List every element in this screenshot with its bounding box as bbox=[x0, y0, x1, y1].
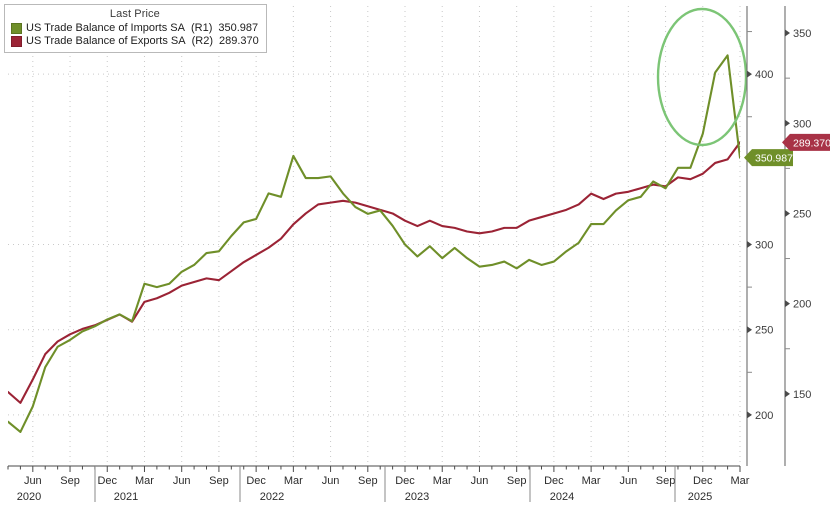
legend-swatch-exports bbox=[11, 36, 22, 47]
series-line-imports bbox=[8, 54, 740, 433]
r2-tick-label: 350 bbox=[793, 28, 811, 40]
legend-value-exports: 289.370 bbox=[218, 35, 259, 47]
r2-tick-label: 200 bbox=[793, 299, 811, 311]
legend-title: Last Price bbox=[109, 8, 160, 20]
x-tick-label: Mar bbox=[284, 475, 303, 487]
spike-highlight-ellipse bbox=[656, 7, 748, 147]
x-year-label: 2025 bbox=[688, 491, 712, 503]
x-tick-label: Dec bbox=[97, 475, 117, 487]
legend-label-exports: US Trade Balance of Exports SA bbox=[26, 35, 186, 47]
r2-tick-label: 150 bbox=[793, 389, 811, 401]
x-tick-label: Jun bbox=[24, 475, 42, 487]
legend-row-imports: US Trade Balance of Imports SA (R1) 350.… bbox=[11, 22, 259, 35]
x-tick-label: Dec bbox=[395, 475, 415, 487]
x-tick-label: Mar bbox=[135, 475, 154, 487]
x-tick-label: Mar bbox=[433, 475, 452, 487]
legend-label-imports: US Trade Balance of Imports SA bbox=[26, 22, 185, 34]
x-tick-label: Sep bbox=[60, 475, 80, 487]
r2-axis-ticks: 150 200 250 300 350 bbox=[785, 28, 811, 401]
r1-tick-label: 250 bbox=[755, 325, 773, 337]
x-year-label: 2021 bbox=[114, 491, 138, 503]
r1-axis-ticks: 200 250 300 400 bbox=[747, 31, 773, 422]
grid-horizontal bbox=[8, 73, 740, 416]
r1-tick-label: 400 bbox=[755, 69, 773, 81]
imports-value-badge: 350.987 bbox=[744, 149, 793, 167]
x-tick-label: Jun bbox=[619, 475, 637, 487]
x-year-label: 2022 bbox=[260, 491, 284, 503]
r1-tick-label: 200 bbox=[755, 410, 773, 422]
legend-row-exports: US Trade Balance of Exports SA (R2) 289.… bbox=[11, 35, 259, 48]
imports-badge-label: 350.987 bbox=[755, 153, 793, 165]
series-line-exports bbox=[8, 141, 740, 404]
legend: Last Price US Trade Balance of Imports S… bbox=[4, 4, 267, 53]
x-year-label: 2024 bbox=[550, 491, 574, 503]
x-axis-year-separators bbox=[94, 466, 676, 502]
exports-value-badge: 289.370 bbox=[782, 133, 830, 151]
x-tick-label: Jun bbox=[471, 475, 489, 487]
x-tick-label: Jun bbox=[322, 475, 340, 487]
x-tick-label: Dec bbox=[693, 475, 713, 487]
x-axis-year-labels: 2020 2021 2022 2023 2024 2025 bbox=[17, 491, 712, 503]
legend-axis-imports: (R1) bbox=[190, 22, 213, 34]
exports-badge-label: 289.370 bbox=[793, 137, 830, 149]
x-tick-label: Sep bbox=[358, 475, 378, 487]
x-tick-label: Sep bbox=[507, 475, 527, 487]
legend-value-imports: 350.987 bbox=[218, 22, 259, 34]
r1-tick-label: 300 bbox=[755, 240, 773, 252]
legend-axis-exports: (R2) bbox=[191, 35, 213, 47]
x-tick-label: Sep bbox=[209, 475, 229, 487]
x-axis-ticks bbox=[7, 466, 741, 472]
x-tick-label: Jun bbox=[173, 475, 191, 487]
x-tick-label: Dec bbox=[246, 475, 266, 487]
x-tick-label: Sep bbox=[656, 475, 676, 487]
x-year-label: 2020 bbox=[17, 491, 41, 503]
x-tick-label: Mar bbox=[731, 475, 750, 487]
x-tick-label: Mar bbox=[582, 475, 601, 487]
grid-vertical bbox=[32, 6, 741, 466]
r2-tick-label: 300 bbox=[793, 118, 811, 130]
x-year-label: 2023 bbox=[405, 491, 429, 503]
x-axis-labels: Jun Sep Dec Mar Jun Sep Dec Mar Jun Sep Dec Mar Jun S… bbox=[24, 475, 750, 487]
legend-swatch-imports bbox=[11, 23, 22, 34]
x-tick-label: Dec bbox=[544, 475, 564, 487]
r2-tick-label: 250 bbox=[793, 208, 811, 220]
